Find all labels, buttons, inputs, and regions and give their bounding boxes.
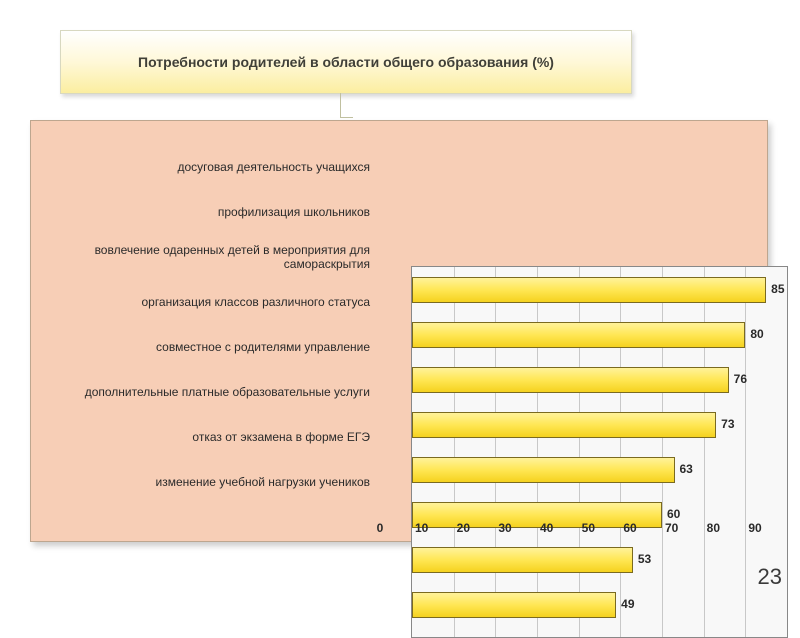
x-tick-label: 90: [748, 521, 761, 535]
bar: [412, 322, 745, 348]
x-tick-label: 60: [623, 521, 636, 535]
bar-value-label: 60: [667, 507, 680, 521]
bar-value-label: 73: [721, 417, 734, 431]
bar: [412, 367, 729, 393]
bar: [412, 412, 716, 438]
bar: [412, 457, 675, 483]
chart-title-box: Потребности родителей в области общего о…: [60, 30, 632, 94]
x-tick-label: 50: [582, 521, 595, 535]
bar: [412, 592, 616, 618]
category-label: изменение учебной нагрузки учеников: [35, 464, 370, 502]
category-label: досуговая деятельность учащихся: [35, 149, 370, 187]
chart-title: Потребности родителей в области общего о…: [138, 54, 554, 70]
x-tick-label: 80: [707, 521, 720, 535]
bar-value-label: 63: [680, 462, 693, 476]
category-label: вовлечение одаренных детей в мероприятия…: [35, 239, 370, 277]
category-label: дополнительные платные образовательные у…: [35, 374, 370, 412]
x-tick-label: 70: [665, 521, 678, 535]
x-tick-label: 40: [540, 521, 553, 535]
category-label: организация классов различного статуса: [35, 284, 370, 322]
gridline: [745, 267, 746, 637]
plot-area: 85 80 76 73 63 60 53 49: [411, 266, 788, 638]
bar: [412, 277, 766, 303]
category-label: совместное с родителями управление: [35, 329, 370, 367]
x-tick-label: 0: [377, 521, 384, 535]
bar-value-label: 80: [750, 327, 763, 341]
page-number: 23: [758, 564, 782, 590]
bar-value-label: 49: [621, 597, 634, 611]
bar: [412, 547, 633, 573]
bar-value-label: 76: [734, 372, 747, 386]
category-label: отказ от экзамена в форме ЕГЭ: [35, 419, 370, 457]
x-tick-label: 10: [415, 521, 428, 535]
x-tick-label: 30: [498, 521, 511, 535]
bar-value-label: 53: [638, 552, 651, 566]
x-tick-label: 20: [457, 521, 470, 535]
category-label: профилизация школьников: [35, 194, 370, 232]
bar-value-label: 85: [771, 282, 784, 296]
title-connector: [340, 93, 353, 118]
